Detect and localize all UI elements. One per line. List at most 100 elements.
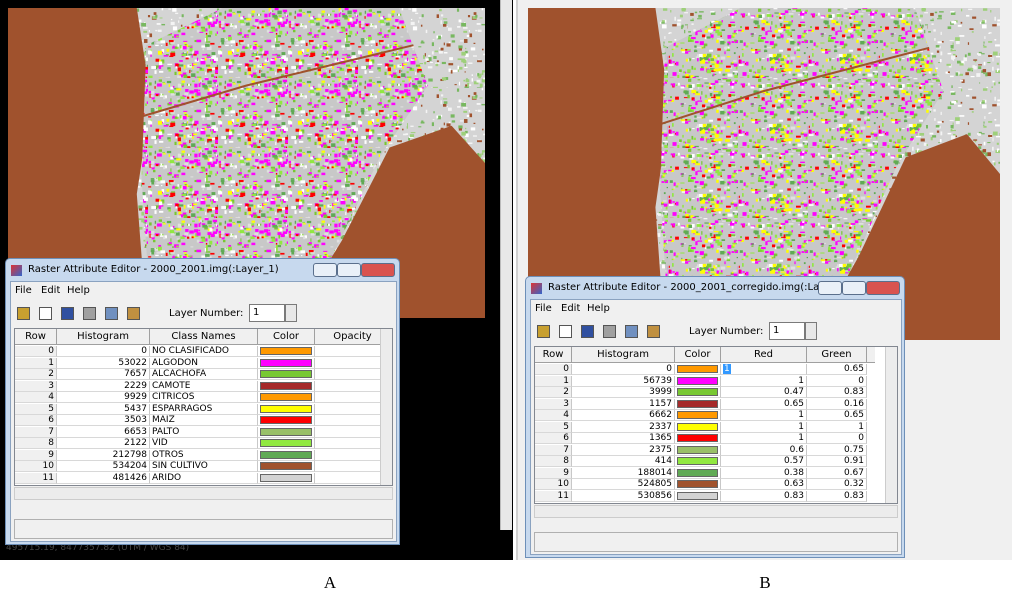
maximize-button[interactable]	[337, 263, 361, 277]
color-swatch[interactable]	[675, 456, 721, 467]
table-cell[interactable]: 1	[721, 421, 807, 433]
row-number[interactable]: 0	[15, 346, 57, 357]
column-header[interactable]: Histogram	[572, 347, 675, 363]
table-cell[interactable]: ALGODON	[150, 357, 258, 369]
table-cell[interactable]: CITRICOS	[150, 392, 258, 403]
row-number[interactable]: 9	[535, 467, 572, 479]
table-cell[interactable]: 0.83	[807, 490, 867, 502]
layer-number[interactable]: 1	[769, 322, 805, 340]
color-swatch[interactable]	[258, 357, 315, 369]
toolbar-icon[interactable]	[83, 307, 96, 320]
table-cell[interactable]: 188014	[572, 467, 675, 479]
table-cell[interactable]: 3999	[572, 387, 675, 398]
table-cell[interactable]: 2375	[572, 444, 675, 456]
table-cell[interactable]: OTROS	[150, 449, 258, 461]
table-cell[interactable]: 212798	[57, 449, 150, 461]
table-cell[interactable]: 5437	[57, 403, 150, 415]
column-header[interactable]: Row	[15, 329, 57, 345]
table-cell[interactable]: 0.38	[721, 467, 807, 479]
table-cell[interactable]: 56739	[572, 375, 675, 387]
column-header[interactable]: Histogram	[57, 329, 150, 345]
minimize-button[interactable]	[818, 281, 842, 295]
table-cell[interactable]: 2337	[572, 421, 675, 433]
vertical-scrollbar[interactable]	[885, 347, 897, 503]
layer-number[interactable]: 1	[249, 304, 285, 322]
row-number[interactable]: 9	[15, 449, 57, 461]
table-cell[interactable]: 481426	[57, 472, 150, 484]
column-header[interactable]: Row	[535, 347, 572, 363]
color-swatch[interactable]	[258, 380, 315, 392]
table-cell[interactable]: 0.65	[807, 364, 867, 375]
column-header[interactable]: Red	[721, 347, 807, 363]
menu-item[interactable]: File	[15, 285, 32, 296]
table-cell[interactable]: 6653	[57, 426, 150, 438]
row-number[interactable]: 11	[535, 490, 572, 502]
color-swatch[interactable]	[675, 490, 721, 502]
color-swatch[interactable]	[675, 467, 721, 479]
table-cell[interactable]: 0.65	[721, 398, 807, 410]
toolbar-icon[interactable]	[61, 307, 74, 320]
table-cell[interactable]: PALTO	[150, 426, 258, 438]
menu-item[interactable]: Edit	[41, 285, 61, 296]
maximize-button[interactable]	[842, 281, 866, 295]
table-cell[interactable]: 2122	[57, 438, 150, 449]
color-swatch[interactable]	[675, 387, 721, 398]
row-number[interactable]: 3	[15, 380, 57, 392]
table-cell[interactable]: 1157	[572, 398, 675, 410]
scrollbar[interactable]	[500, 0, 512, 530]
toolbar-icon[interactable]	[647, 325, 660, 338]
color-swatch[interactable]	[258, 403, 315, 415]
table-cell[interactable]: 1	[721, 410, 807, 421]
table-cell[interactable]: 0.83	[721, 490, 807, 502]
row-number[interactable]: 0	[535, 364, 572, 375]
row-number[interactable]: 1	[535, 375, 572, 387]
row-number[interactable]: 8	[15, 438, 57, 449]
row-number[interactable]: 4	[15, 392, 57, 403]
menu-item[interactable]: Help	[587, 303, 610, 314]
column-header[interactable]: Color	[258, 329, 315, 345]
row-number[interactable]: 11	[15, 472, 57, 484]
toolbar-icon[interactable]	[581, 325, 594, 338]
table-cell[interactable]: CAMOTE	[150, 380, 258, 392]
row-number[interactable]: 10	[535, 479, 572, 490]
minimize-button[interactable]	[313, 263, 337, 277]
table-cell[interactable]: 9929	[57, 392, 150, 403]
table-cell[interactable]: 0.16	[807, 398, 867, 410]
row-number[interactable]: 6	[15, 415, 57, 426]
spin-button[interactable]	[805, 322, 817, 340]
table-cell[interactable]: 0.57	[721, 456, 807, 467]
table-cell[interactable]: 0	[572, 364, 675, 375]
close-button[interactable]	[866, 281, 900, 295]
table-cell[interactable]: 0.6	[721, 444, 807, 456]
color-swatch[interactable]	[675, 433, 721, 444]
table-cell[interactable]: MAIZ	[150, 415, 258, 426]
table-cell[interactable]: 1	[721, 433, 807, 444]
spin-button[interactable]	[285, 304, 297, 322]
toolbar-icon[interactable]	[559, 325, 572, 338]
table-cell[interactable]: 530856	[572, 490, 675, 502]
table-cell[interactable]: ESPARRAGOS	[150, 403, 258, 415]
table-cell[interactable]: 0.75	[807, 444, 867, 456]
row-number[interactable]: 7	[15, 426, 57, 438]
row-number[interactable]: 10	[15, 461, 57, 472]
toolbar-icon[interactable]	[17, 307, 30, 320]
table-cell[interactable]: 0.91	[807, 456, 867, 467]
color-swatch[interactable]	[258, 415, 315, 426]
table-cell[interactable]: 1	[807, 421, 867, 433]
row-number[interactable]: 8	[535, 456, 572, 467]
toolbar-icon[interactable]	[127, 307, 140, 320]
table-cell[interactable]: 3503	[57, 415, 150, 426]
table-cell[interactable]: 0	[807, 433, 867, 444]
color-swatch[interactable]	[675, 364, 721, 375]
menu-item[interactable]: Help	[67, 285, 90, 296]
table-cell[interactable]: 7657	[57, 369, 150, 380]
menu-item[interactable]: File	[535, 303, 552, 314]
row-number[interactable]: 5	[15, 403, 57, 415]
toolbar-icon[interactable]	[625, 325, 638, 338]
row-number[interactable]: 1	[15, 357, 57, 369]
table-cell[interactable]: NO CLASIFICADO	[150, 346, 258, 357]
color-swatch[interactable]	[675, 410, 721, 421]
color-swatch[interactable]	[258, 426, 315, 438]
color-swatch[interactable]	[675, 398, 721, 410]
column-header[interactable]: Color	[675, 347, 721, 363]
